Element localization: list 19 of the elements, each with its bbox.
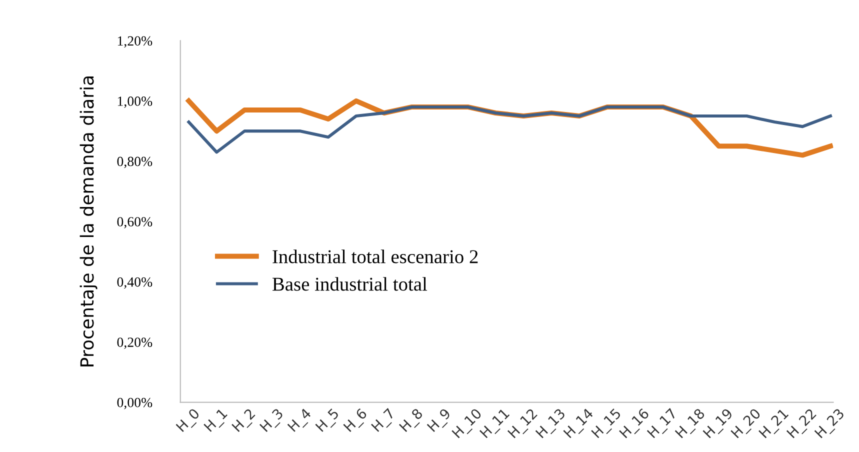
line-series xyxy=(187,105,832,154)
legend-label: Industrial total escenario 2 xyxy=(272,250,478,264)
x-tick-label: H_3 xyxy=(259,408,286,434)
y-tick-label: 0,60% xyxy=(117,217,152,228)
x-tick-label: H_0 xyxy=(176,408,202,434)
y-tick-label: 0,80% xyxy=(117,156,152,168)
x-tick-label: H_5 xyxy=(315,408,342,434)
y-tick-label: 0,40% xyxy=(117,277,152,289)
x-tick-label: H_2 xyxy=(231,408,258,434)
y-tick-label: 1,00% xyxy=(118,96,152,108)
y-tick-label: 1,20% xyxy=(118,36,152,48)
x-tick-label: H_1 xyxy=(204,408,230,434)
y-tick-label: 0,20% xyxy=(117,338,152,349)
y-tick-label: 0,00% xyxy=(117,398,152,410)
x-tick-label: H_6 xyxy=(343,408,370,434)
x-tick-label: H_4 xyxy=(287,408,314,434)
y-axis-title: Procentaje de la demanda diaria xyxy=(80,76,98,366)
legend-label: Base industrial total xyxy=(272,277,428,291)
x-tick-label: H_8 xyxy=(398,408,426,434)
